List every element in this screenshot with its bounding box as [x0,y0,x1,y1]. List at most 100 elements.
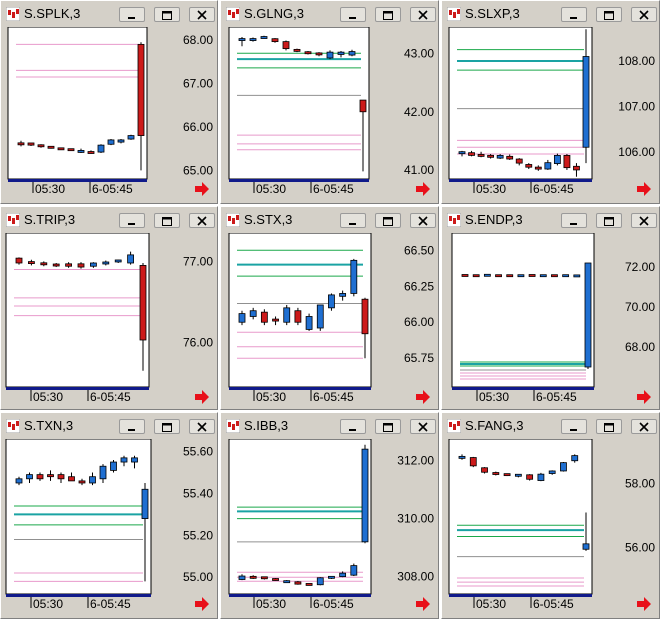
close-icon [197,422,207,432]
close-button[interactable] [410,419,436,434]
scroll-right-arrow-icon[interactable] [637,182,651,196]
maximize-icon [604,11,614,20]
scroll-right-arrow-icon[interactable] [416,182,430,196]
chart-window[interactable]: S.ENDP,3 72.00 70.00 68.00 05:30 6-05:45 [441,206,660,410]
minimize-button[interactable] [119,213,145,228]
title-bar[interactable]: S.FANG,3 [442,413,659,439]
scroll-right-arrow-icon[interactable] [195,390,209,404]
chart-window-icon [6,213,20,227]
candle [52,262,60,268]
title-bar[interactable]: S.STX,3 [221,207,438,233]
price-chart[interactable]: 108.00 107.00 106.00 05:30 6-05:45 [442,27,660,204]
minimize-button[interactable] [340,419,366,434]
window-title: S.STX,3 [244,212,293,227]
close-icon [418,422,428,432]
maximize-button[interactable] [596,213,622,228]
price-chart[interactable]: 43.00 42.00 41.00 05:30 6-05:45 [221,27,439,204]
maximize-button[interactable] [596,419,622,434]
window-title: S.ENDP,3 [465,212,523,227]
candle [77,148,85,153]
maximize-button[interactable] [375,7,401,22]
candle [469,456,477,468]
title-bar[interactable]: S.TXN,3 [1,413,217,439]
candle [487,154,495,159]
maximize-button[interactable] [375,213,401,228]
maximize-button[interactable] [154,419,180,434]
chart-window[interactable]: S.SLXP,3 108.00 107.00 106.00 05:30 6-05:45 [441,0,660,204]
close-button[interactable] [631,213,657,228]
close-icon [639,216,649,226]
scroll-right-arrow-icon[interactable] [637,390,651,404]
close-icon [418,216,428,226]
price-chart[interactable]: 68.00 67.00 66.00 65.00 05:30 6-05:45 [1,27,218,204]
candle [127,134,135,140]
close-button[interactable] [631,419,657,434]
minimize-icon [349,429,356,431]
y-tick-label: 77.00 [183,254,213,268]
maximize-button[interactable] [154,7,180,22]
maximize-icon [383,423,393,432]
x-tick-label: 6-05:45 [536,390,577,404]
chart-window[interactable]: S.GLNG,3 43.00 42.00 41.00 05:30 6-05:45 [220,0,439,204]
title-bar[interactable]: S.SLXP,3 [442,1,659,27]
maximize-button[interactable] [154,213,180,228]
candle [461,274,469,277]
scroll-right-arrow-icon[interactable] [195,597,209,611]
scroll-right-arrow-icon[interactable] [416,390,430,404]
scroll-right-arrow-icon[interactable] [637,597,651,611]
minimize-icon [349,223,356,225]
close-button[interactable] [189,419,215,434]
minimize-button[interactable] [119,7,145,22]
candle [316,304,324,331]
close-button[interactable] [410,7,436,22]
minimize-button[interactable] [561,213,587,228]
title-bar[interactable]: S.SPLK,3 [1,1,217,27]
chart-window[interactable]: S.SPLK,3 68.00 67.00 66.00 65.00 05:30 6-05:45 [0,0,218,204]
title-bar[interactable]: S.ENDP,3 [442,207,659,233]
scroll-right-arrow-icon[interactable] [416,597,430,611]
candle [468,150,475,157]
candle [525,163,533,170]
minimize-button[interactable] [119,419,145,434]
chart-window-icon [447,213,461,227]
y-tick-label: 66.00 [404,315,434,329]
minimize-button[interactable] [340,7,366,22]
chart-window[interactable]: S.FANG,3 58.00 56.00 05:30 6-05:45 [441,412,660,619]
candle [238,310,246,326]
title-bar[interactable]: S.GLNG,3 [221,1,438,27]
x-axis-bar [229,387,371,390]
scroll-right-arrow-icon[interactable] [195,182,209,196]
candle [495,274,502,278]
close-button[interactable] [189,213,215,228]
chart-window[interactable]: S.TXN,3 55.60 55.40 55.20 55.00 05:30 6-05:45 [0,412,218,619]
chart-window[interactable]: S.IBB,3 312.00 310.00 308.00 05:30 6-05:45 [220,412,439,619]
x-tick-label: 05:30 [256,390,286,404]
window-title: S.GLNG,3 [244,6,304,21]
maximize-button[interactable] [596,7,622,22]
price-chart[interactable]: 72.00 70.00 68.00 05:30 6-05:45 [442,233,660,410]
candle [271,38,279,43]
price-chart[interactable]: 77.00 76.00 05:30 6-05:45 [1,233,218,410]
title-bar[interactable]: S.IBB,3 [221,413,438,439]
minimize-button[interactable] [561,419,587,434]
chart-window[interactable]: S.STX,3 66.50 66.25 66.00 65.75 05:30 6-05:45 [220,206,439,410]
x-axis-bar [449,594,592,597]
maximize-button[interactable] [375,419,401,434]
candle [131,455,138,469]
price-chart[interactable]: 312.00 310.00 308.00 05:30 6-05:45 [221,439,439,619]
close-button[interactable] [631,7,657,22]
minimize-icon [349,17,356,19]
title-bar[interactable]: S.TRIP,3 [1,207,217,233]
price-chart[interactable]: 55.60 55.40 55.20 55.00 05:30 6-05:45 [1,439,218,619]
maximize-icon [383,217,393,226]
price-chart[interactable]: 58.00 56.00 05:30 6-05:45 [442,439,660,619]
minimize-button[interactable] [340,213,366,228]
chart-window[interactable]: S.TRIP,3 77.00 76.00 05:30 6-05:45 [0,206,218,410]
minimize-button[interactable] [561,7,587,22]
close-button[interactable] [189,7,215,22]
price-chart[interactable]: 66.50 66.25 66.00 65.75 05:30 6-05:45 [221,233,439,410]
close-button[interactable] [410,213,436,228]
candle [260,576,268,580]
chart-window-icon [226,213,240,227]
candle [544,159,552,170]
